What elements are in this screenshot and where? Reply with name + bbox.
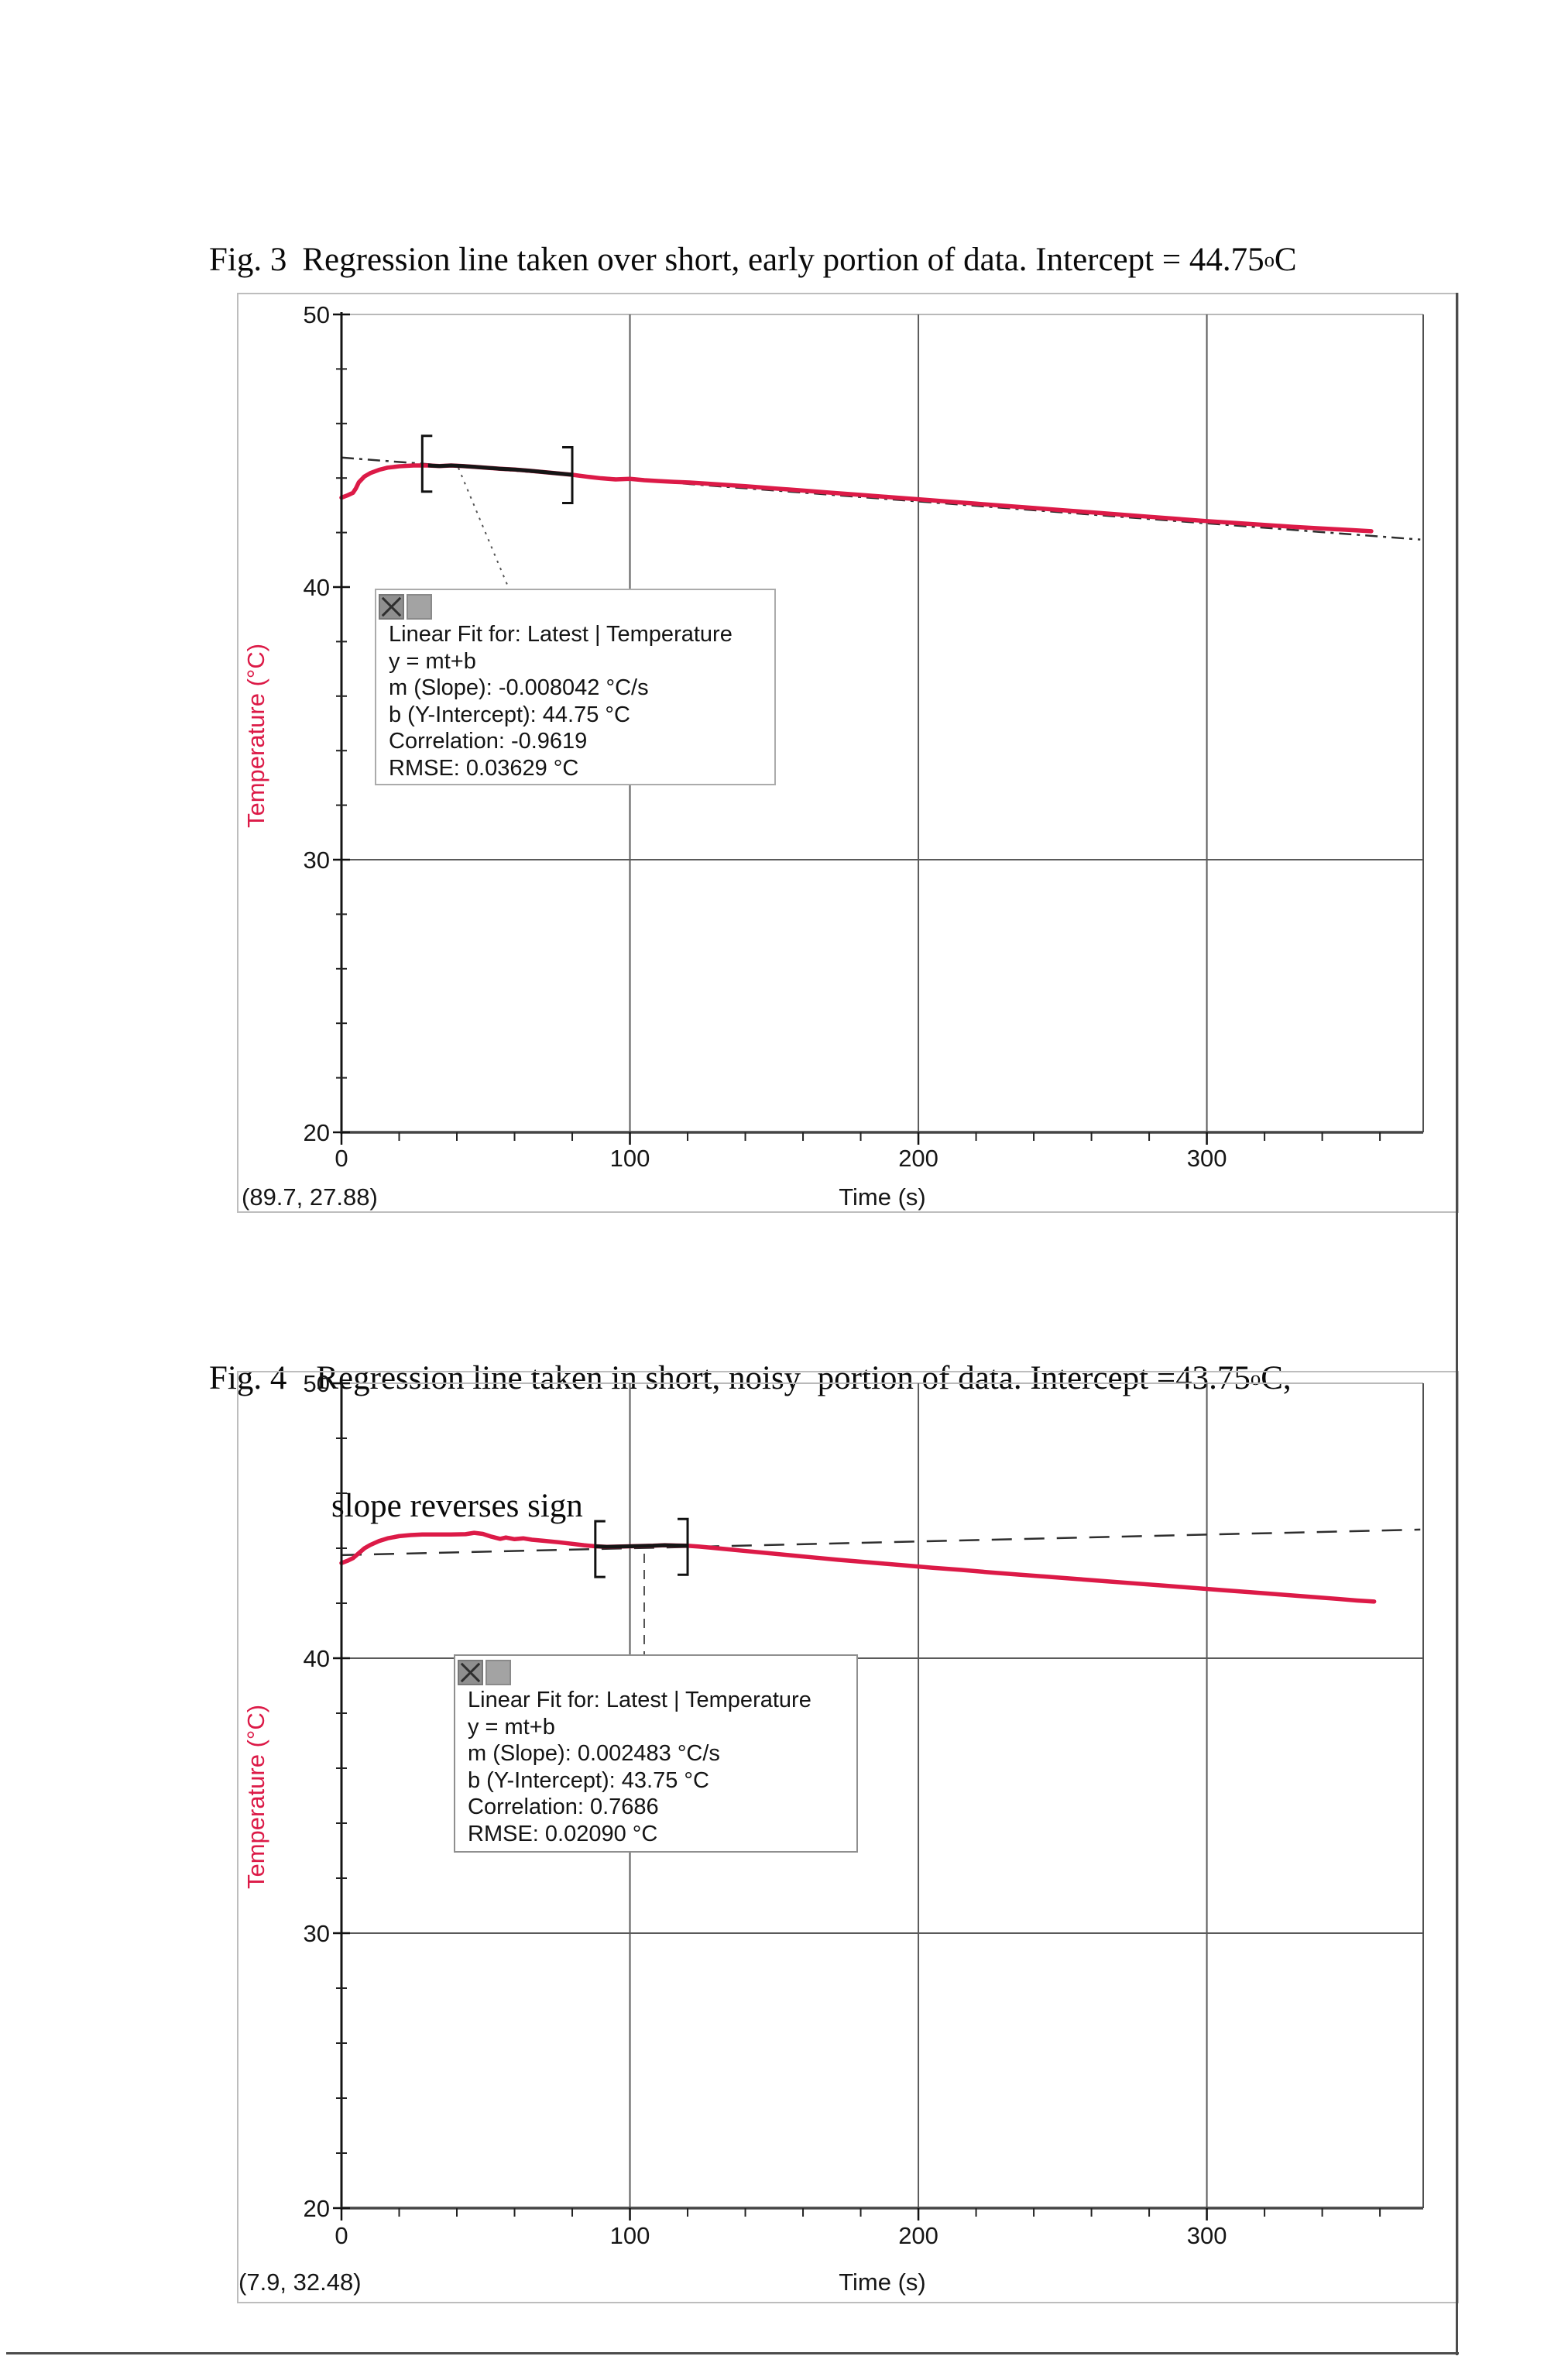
y-tick-label: 50 (304, 1371, 330, 1397)
drag-handle-icon (485, 1660, 511, 1685)
y-axis-title: Temperature (°C) (242, 644, 269, 828)
drag-handle-icon (407, 594, 432, 620)
fit-info-line: RMSE: 0.02090 °C (468, 1821, 658, 1846)
fit-info-line: Linear Fit for: Latest | Temperature (468, 1688, 811, 1712)
figure3-caption: Fig. 3 Regression line taken over short, … (209, 239, 1297, 281)
chart-panel-border (237, 1371, 1459, 2303)
left-bracket (594, 1520, 606, 1578)
fit-info-line: Correlation: 0.7686 (468, 1795, 659, 1819)
figure4-caption-unit: C, (1261, 1360, 1292, 1396)
right-bracket (562, 445, 574, 504)
cursor-coordinates-readout: (7.9, 32.48) (238, 2269, 362, 2296)
fit-info-line: m (Slope): 0.002483 °C/s (468, 1741, 720, 1766)
figure4-caption-label: Fig. 4 (209, 1360, 287, 1396)
fit-region-segment (427, 463, 573, 477)
x-tick-label: 0 (335, 2222, 348, 2249)
fit-info-line: Correlation: -0.9619 (389, 729, 588, 754)
fit-info-line: b (Y-Intercept): 44.75 °C (389, 702, 630, 727)
figure4-caption-text: Regression line taken in short, noisy po… (316, 1360, 1251, 1396)
linear-fit-info-box: Linear Fit for: Latest | Temperature y = … (375, 589, 776, 785)
x-tick-label: 100 (610, 2222, 650, 2249)
y-tick-label: 50 (304, 301, 330, 328)
figure3-caption-unit: C (1274, 242, 1297, 278)
x-tick-label: 300 (1187, 2222, 1227, 2249)
x-tick-label: 0 (335, 1145, 348, 1172)
fit-info-text: Linear Fit for: Latest | Temperature y = … (468, 1687, 811, 1847)
figure3-caption-label: Fig. 3 (209, 242, 287, 278)
x-axis-title: Time (s) (839, 1183, 926, 1211)
x-tick-label: 100 (610, 1145, 650, 1172)
cursor-coordinates-readout: (89.7, 27.88) (242, 1183, 378, 1211)
x-axis-title: Time (s) (839, 2269, 926, 2296)
fit-info-line: Linear Fit for: Latest | Temperature (389, 622, 733, 647)
y-axis-title: Temperature (°C) (242, 1705, 269, 1889)
page-edge-vertical-line (1456, 293, 1458, 2355)
figure3-caption-text: Regression line taken over short, early … (302, 242, 1264, 278)
close-icon (458, 1660, 483, 1685)
fit-box-controls (458, 1660, 511, 1685)
y-tick-label: 20 (304, 1119, 330, 1146)
linear-fit-info-box: Linear Fit for: Latest | Temperature y = … (454, 1654, 858, 1853)
fit-box-controls (379, 594, 432, 620)
y-tick-label: 30 (304, 1920, 330, 1947)
right-bracket (678, 1517, 689, 1576)
close-icon (379, 594, 404, 620)
fit-info-line: RMSE: 0.03629 °C (389, 755, 579, 781)
fit-info-line: b (Y-Intercept): 43.75 °C (468, 1767, 709, 1793)
fit-info-line: m (Slope): -0.008042 °C/s (389, 675, 649, 700)
y-tick-label: 30 (304, 847, 330, 874)
fit-info-line: y = mt+b (389, 648, 476, 674)
x-tick-label: 200 (898, 1145, 938, 1172)
y-tick-label: 40 (304, 1645, 330, 1672)
y-tick-label: 40 (304, 574, 330, 601)
fit-info-line: y = mt+b (468, 1714, 555, 1740)
chart-panel-border (237, 293, 1459, 1213)
fit-info-text: Linear Fit for: Latest | Temperature y = … (389, 621, 733, 781)
fit-region-segment (595, 1543, 688, 1549)
x-tick-label: 200 (898, 2222, 938, 2249)
temperature-curve (339, 1530, 1377, 1604)
regression-line (341, 456, 1421, 541)
left-bracket (420, 434, 433, 493)
figure3-temperature-chart: 0 100 200 300 20 30 40 50 Time (s) Temperature (°… (237, 293, 1459, 1213)
page-edge-horizontal-line (6, 2352, 1459, 2354)
fit-box-connector-line (458, 467, 510, 591)
y-tick-label: 20 (304, 2195, 330, 2222)
regression-line (341, 1528, 1421, 1557)
temperature-curve (339, 463, 1374, 534)
x-tick-label: 300 (1187, 1145, 1227, 1172)
figure3-caption-degree-sup: o (1264, 248, 1275, 271)
